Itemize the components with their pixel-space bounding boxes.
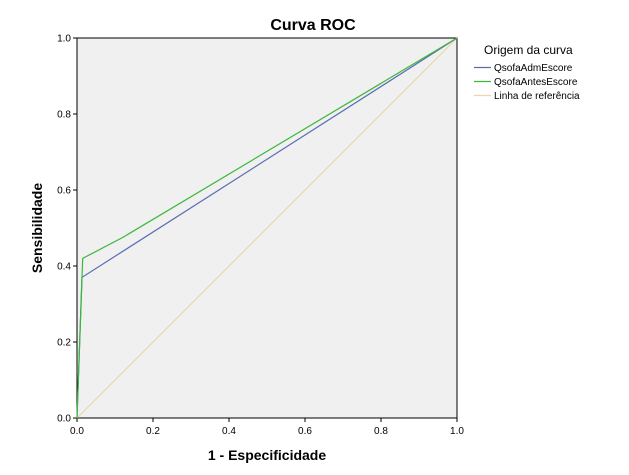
legend-label-linha-de-referencia: Linha de referência [494,91,580,102]
y-axis-title: Sensibilidade [29,183,45,273]
y-tick-label: 0.6 [57,186,71,197]
y-tick-label: 0.8 [57,110,71,121]
legend-label-qsofaadmescore: QsofaAdmEscore [494,63,573,74]
series-lines [76,37,458,419]
x-tick-label: 0.2 [146,426,160,437]
x-tick-label: 1.0 [450,426,464,437]
legend-label-qsofaantesescore: QsofaAntesEscore [494,77,578,88]
x-tick-label: 0.0 [70,426,84,437]
legend: Origem da curva QsofaAdmEscore QsofaAntes… [474,43,580,102]
y-tick-label: 0.2 [57,338,71,349]
chart-title: Curva ROC [270,17,356,34]
axis-ticks: 0.0 0.2 0.4 0.6 0.8 1.0 0.0 0.2 0.4 0.6 0.8 1.0 [57,34,464,438]
series-line-qsofaantesescore [76,37,458,419]
x-axis-title: 1 - Especificidade [208,447,326,463]
x-tick-label: 0.4 [222,426,236,437]
y-tick-label: 1.0 [57,34,71,45]
y-tick-label: 0.4 [57,262,71,273]
y-tick-label: 0.0 [57,414,71,425]
x-tick-label: 0.6 [298,426,312,437]
x-tick-label: 0.8 [374,426,388,437]
series-line-linha-de-referencia [76,37,458,419]
legend-title: Origem da curva [484,43,573,57]
